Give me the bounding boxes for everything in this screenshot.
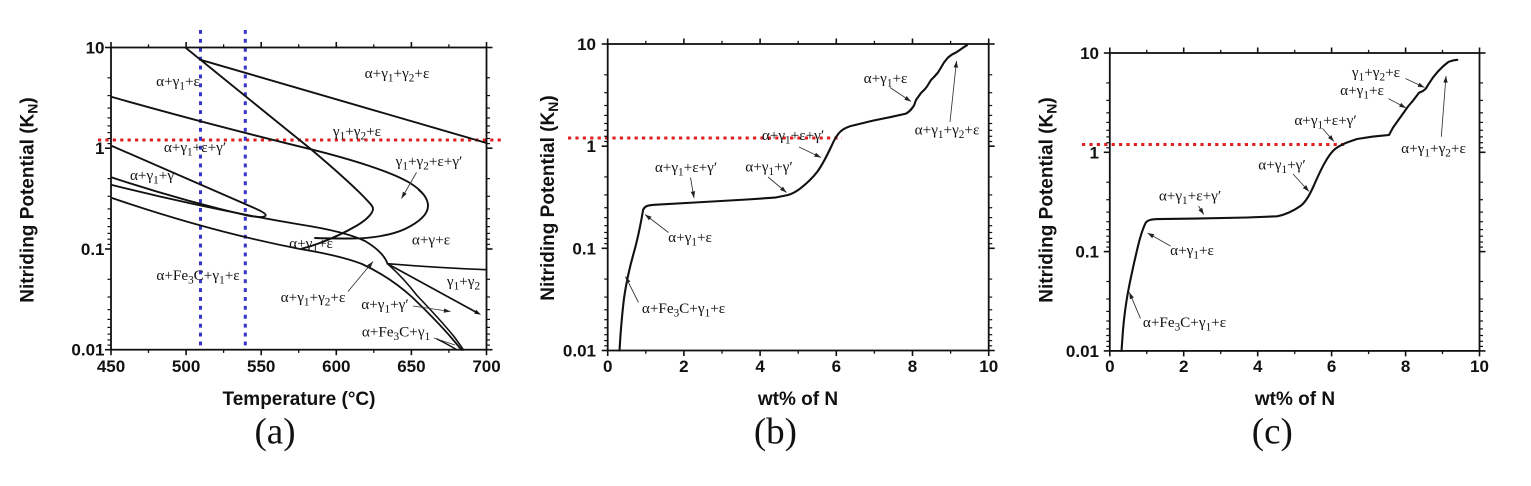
- svg-text:1: 1: [587, 137, 596, 156]
- svg-text:6: 6: [832, 357, 841, 376]
- svg-text:650: 650: [397, 357, 425, 376]
- svg-text:α+γ1+ε+γ′: α+γ1+ε+γ′: [655, 159, 717, 179]
- svg-text:500: 500: [172, 357, 200, 376]
- svg-text:α+γ1+γ′: α+γ1+γ′: [361, 296, 408, 316]
- svg-text:wt% of N: wt% of N: [1254, 389, 1335, 410]
- svg-text:10: 10: [577, 35, 596, 54]
- svg-text:α+Fe3C+γ1+ε: α+Fe3C+γ1+ε: [156, 267, 239, 287]
- svg-text:α+γ1+ε: α+γ1+ε: [1170, 242, 1214, 262]
- svg-text:450: 450: [97, 357, 125, 376]
- svg-text:700: 700: [472, 357, 500, 376]
- svg-text:(a): (a): [254, 412, 295, 453]
- svg-text:α+Fe3C+γ1+ε: α+Fe3C+γ1+ε: [642, 300, 725, 320]
- svg-text:(b): (b): [754, 412, 797, 453]
- svg-text:0.01: 0.01: [1066, 342, 1099, 361]
- svg-text:Nitriding Potential (KN): Nitriding Potential (KN): [18, 97, 41, 302]
- svg-text:α+γ+ε: α+γ+ε: [412, 232, 450, 249]
- svg-text:α+γ1+ε: α+γ1+ε: [156, 73, 200, 93]
- svg-text:α+γ1+ε+γ′: α+γ1+ε+γ′: [1294, 112, 1356, 132]
- svg-text:γ1+γ2+ε: γ1+γ2+ε: [1351, 64, 1400, 84]
- svg-text:α+Fe3C+γ1+ε: α+Fe3C+γ1+ε: [1143, 314, 1226, 334]
- svg-text:(c): (c): [1252, 412, 1293, 453]
- svg-text:0: 0: [1105, 357, 1114, 376]
- svg-text:α+γ1+ε+γ′: α+γ1+ε+γ′: [762, 127, 824, 147]
- svg-text:10: 10: [979, 357, 998, 376]
- svg-text:0: 0: [603, 357, 612, 376]
- svg-text:4: 4: [755, 357, 765, 376]
- svg-text:α+γ1+γ′: α+γ1+γ′: [745, 159, 792, 179]
- svg-text:α+γ1+γ′: α+γ1+γ′: [1258, 157, 1305, 177]
- svg-text:0.1: 0.1: [81, 240, 105, 259]
- svg-text:Nitriding Potential (KN): Nitriding Potential (KN): [1037, 97, 1060, 302]
- svg-text:2: 2: [1179, 357, 1188, 376]
- svg-text:γ1+γ2: γ1+γ2: [446, 273, 480, 293]
- svg-text:2: 2: [679, 357, 688, 376]
- svg-text:10: 10: [86, 39, 105, 58]
- svg-text:0.1: 0.1: [572, 239, 596, 258]
- svg-text:10: 10: [1470, 357, 1489, 376]
- svg-text:4: 4: [1253, 357, 1263, 376]
- svg-text:0.01: 0.01: [71, 341, 104, 360]
- svg-text:Nitriding Potential (KN): Nitriding Potential (KN): [538, 95, 561, 300]
- svg-text:α+γ1+γ: α+γ1+γ: [130, 167, 174, 187]
- svg-text:wt% of N: wt% of N: [757, 389, 838, 410]
- svg-text:α+γ1+ε: α+γ1+ε: [289, 235, 333, 255]
- svg-text:α+γ1+ε+γ′: α+γ1+ε+γ′: [1159, 188, 1221, 208]
- svg-text:8: 8: [1401, 357, 1410, 376]
- svg-text:0.01: 0.01: [563, 342, 596, 361]
- svg-text:α+γ1+ε: α+γ1+ε: [864, 70, 908, 90]
- svg-text:α+Fe3C+γ1: α+Fe3C+γ1: [362, 324, 430, 344]
- svg-text:0.1: 0.1: [1075, 243, 1099, 262]
- svg-text:6: 6: [1327, 357, 1336, 376]
- svg-text:α+γ1+γ2+ε: α+γ1+γ2+ε: [1401, 140, 1466, 160]
- svg-text:α+γ1+γ2+ε: α+γ1+γ2+ε: [915, 122, 980, 142]
- svg-text:10: 10: [1080, 44, 1099, 63]
- svg-text:γ1+γ2+ε+γ′: γ1+γ2+ε+γ′: [395, 153, 463, 173]
- svg-text:α+γ1+ε: α+γ1+ε: [1340, 82, 1384, 102]
- svg-text:α+γ1+γ2+ε: α+γ1+γ2+ε: [365, 65, 430, 85]
- svg-text:600: 600: [322, 357, 350, 376]
- svg-text:1: 1: [1090, 143, 1099, 162]
- svg-text:α+γ1+ε+γ′: α+γ1+ε+γ′: [164, 139, 226, 159]
- svg-text:α+γ1+ε: α+γ1+ε: [668, 229, 712, 249]
- svg-text:8: 8: [908, 357, 917, 376]
- svg-text:Temperature (°C): Temperature (°C): [223, 389, 376, 410]
- svg-text:550: 550: [247, 357, 275, 376]
- svg-text:γ1+γ2+ε: γ1+γ2+ε: [332, 123, 381, 143]
- svg-text:α+γ1+γ2+ε: α+γ1+γ2+ε: [281, 289, 346, 309]
- svg-text:1: 1: [95, 139, 104, 158]
